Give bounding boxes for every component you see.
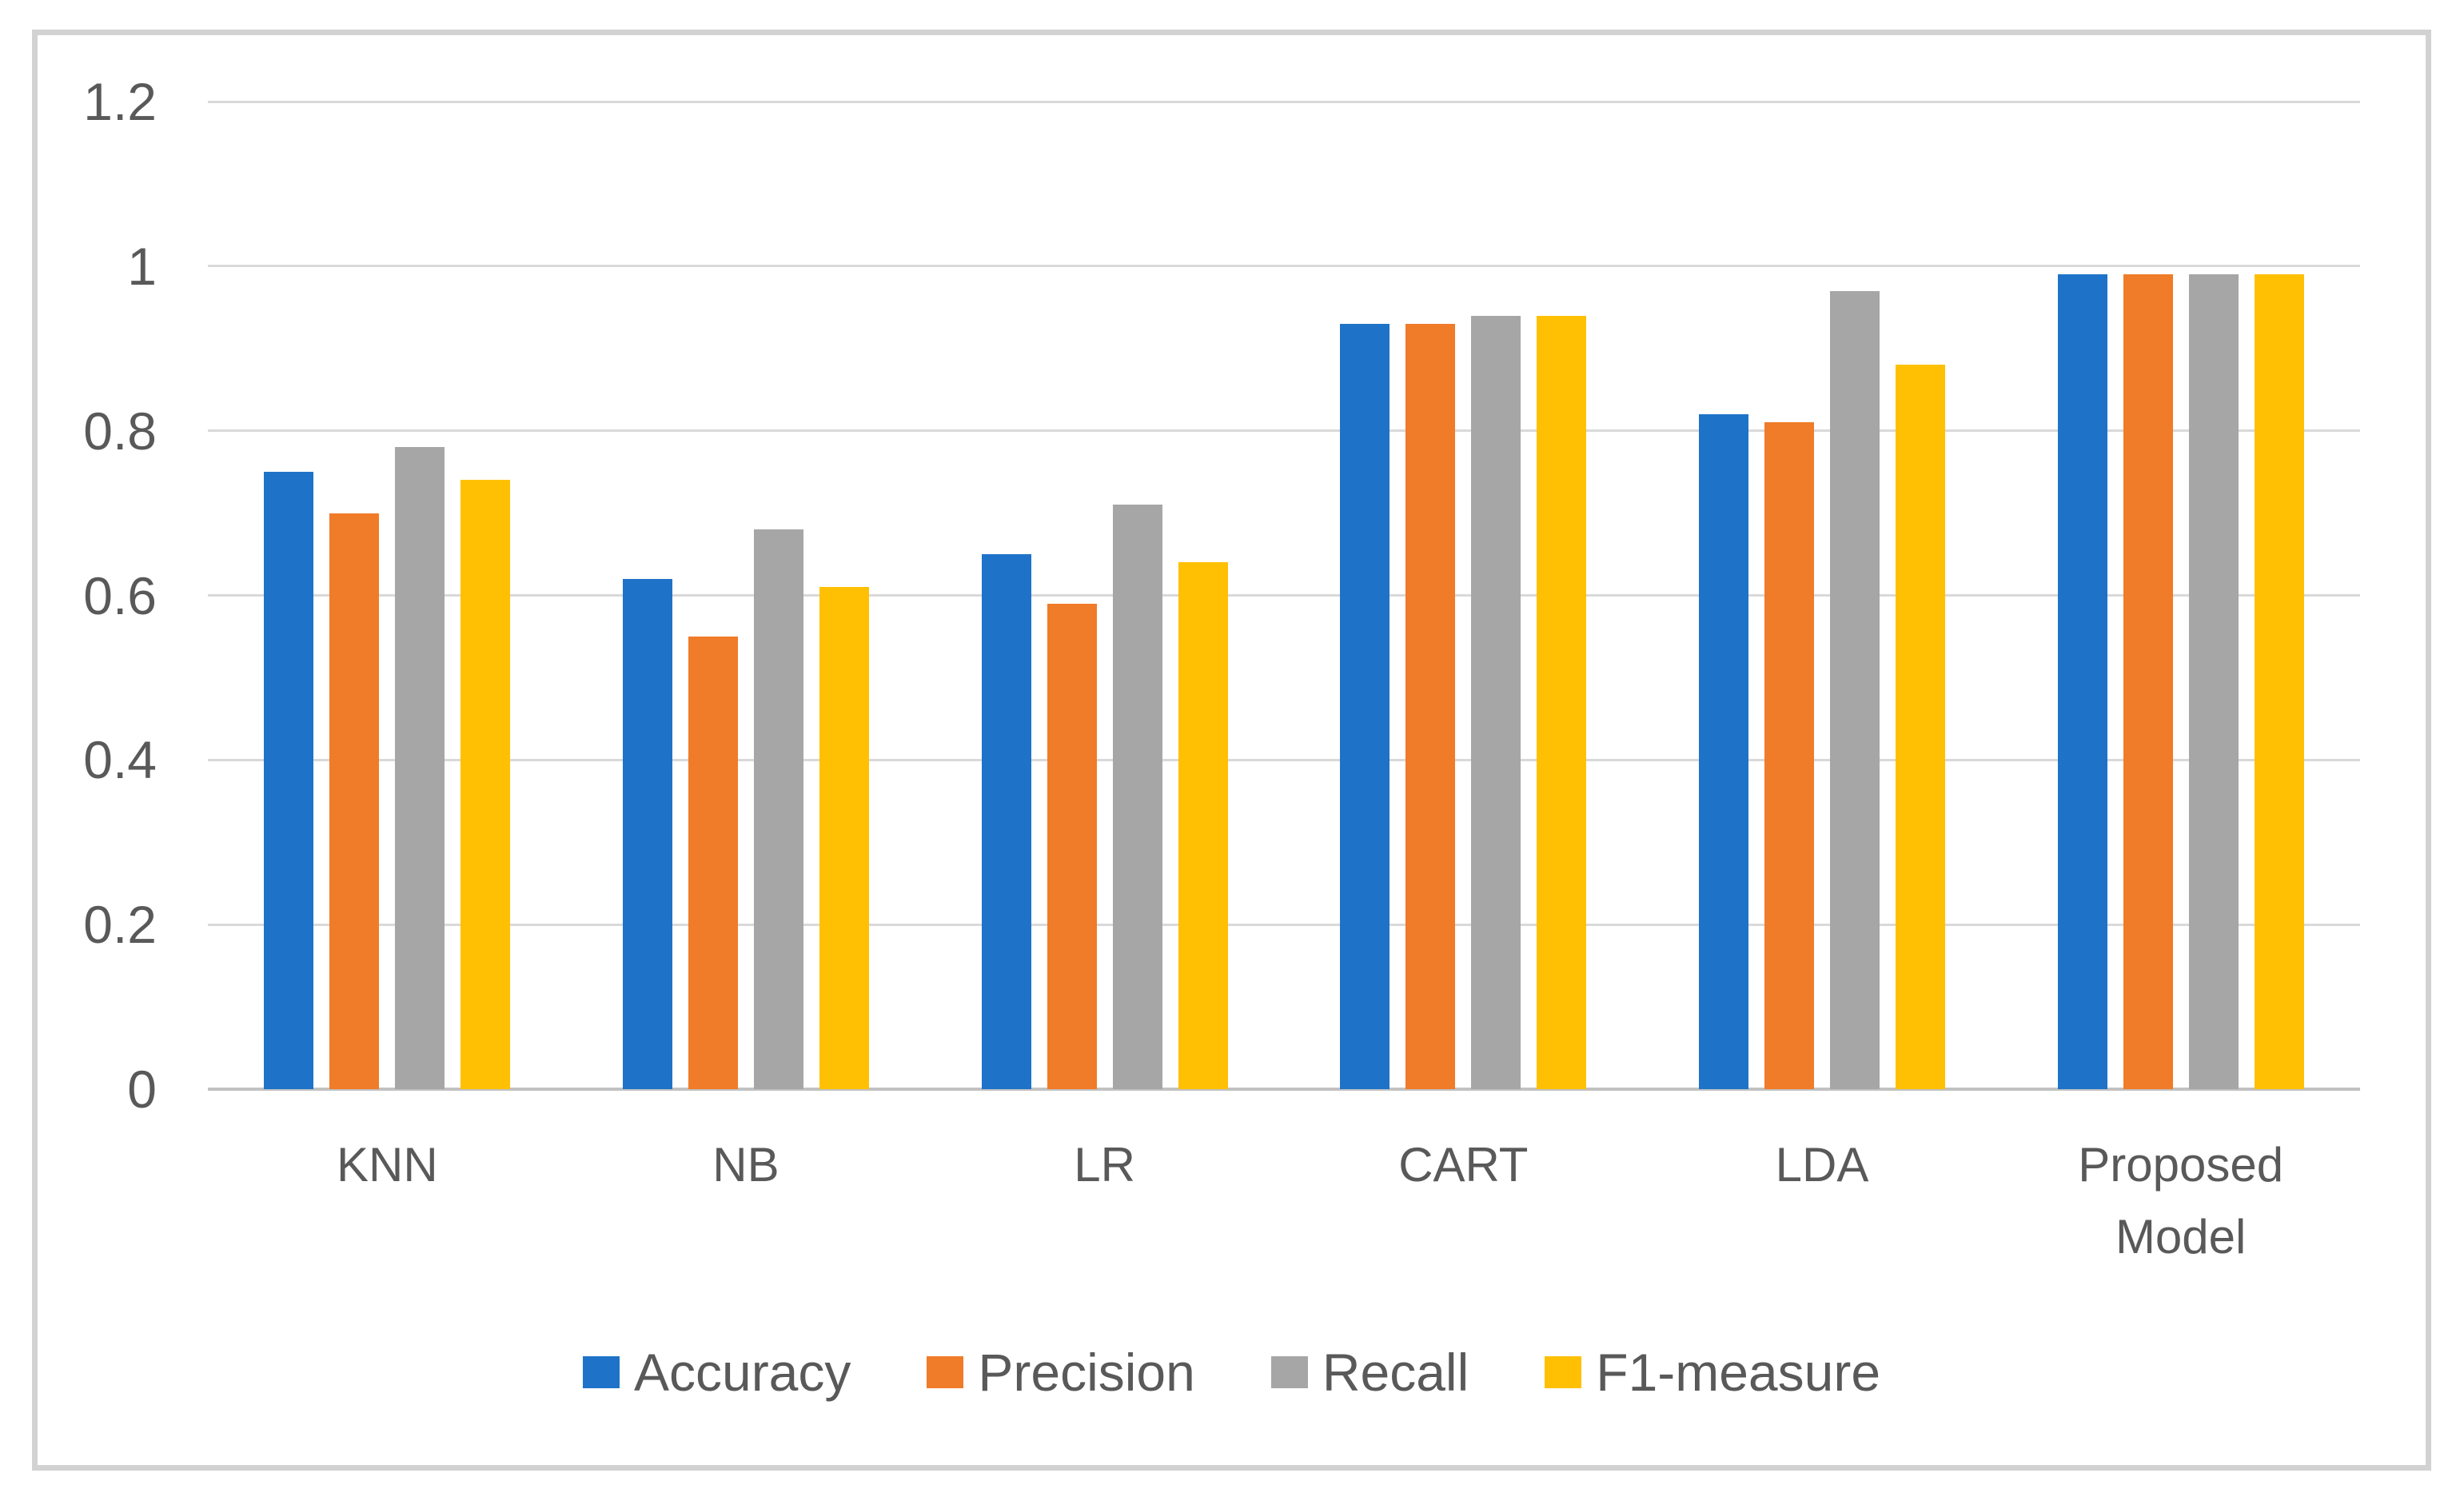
x-category-label-proposed-model: Proposed Model (2078, 1138, 2284, 1263)
bar-knn-recall (395, 447, 445, 1089)
x-category-label-lda: LDA (1775, 1138, 1869, 1192)
axis-baseline (208, 1088, 2360, 1091)
legend-item-accuracy: Accuracy (582, 1342, 851, 1403)
gridline-1 (208, 265, 2360, 268)
bar-cart-precision (1405, 323, 1456, 1089)
bar-cart-recall (1471, 315, 1521, 1089)
bar-knn-precision (329, 513, 380, 1089)
legend-swatch-accuracy (582, 1356, 620, 1388)
gridline-0.4 (208, 758, 2360, 761)
legend-swatch-precision (927, 1356, 964, 1388)
y-tick-label-0: 0 (127, 1060, 157, 1119)
legend-item-recall: Recall (1270, 1342, 1469, 1403)
legend-swatch-f1-measure (1545, 1356, 1582, 1388)
y-tick-label-0.2: 0.2 (83, 895, 157, 955)
x-category-label-cart: CART (1398, 1138, 1529, 1192)
x-category-label-nb: NB (712, 1138, 779, 1192)
bar-lr-accuracy (981, 554, 1031, 1089)
x-category-label-knn: KNN (336, 1138, 438, 1192)
gridline-1.2 (208, 100, 2360, 103)
gridline-0.6 (208, 594, 2360, 597)
y-tick-label-0.8: 0.8 (83, 401, 157, 461)
bar-lda-f1-measure (1896, 365, 1945, 1089)
bar-proposed-model-f1-measure (2254, 274, 2304, 1089)
bar-nb-accuracy (623, 578, 672, 1089)
legend-label-recall: Recall (1322, 1343, 1469, 1402)
y-tick-label-1: 1 (127, 236, 157, 296)
bar-proposed-model-recall (2188, 274, 2239, 1089)
bar-lr-recall (1112, 505, 1162, 1089)
legend-item-precision: Precision (927, 1342, 1195, 1403)
bar-cart-f1-measure (1537, 315, 1587, 1089)
gridline-0.2 (208, 923, 2360, 926)
gridline-0.8 (208, 429, 2360, 433)
x-category-label-lr: LR (1074, 1138, 1135, 1192)
bar-proposed-model-precision (2123, 274, 2173, 1089)
bar-lda-precision (1764, 422, 1814, 1089)
legend-item-f1-measure: F1-measure (1545, 1342, 1880, 1403)
bar-knn-f1-measure (461, 480, 511, 1089)
bar-lda-recall (1830, 290, 1880, 1089)
bar-lr-f1-measure (1178, 562, 1228, 1089)
bar-knn-accuracy (264, 472, 314, 1089)
legend-label-precision: Precision (978, 1343, 1195, 1402)
y-tick-label-1.2: 1.2 (83, 72, 157, 131)
y-tick-label-0.6: 0.6 (83, 565, 157, 625)
bar-cart-accuracy (1340, 323, 1390, 1089)
y-tick-label-0.4: 0.4 (83, 730, 157, 790)
bar-nb-f1-measure (819, 587, 869, 1089)
bar-proposed-model-accuracy (2057, 274, 2107, 1089)
bar-lda-accuracy (1699, 414, 1748, 1089)
legend-label-f1-measure: F1-measure (1596, 1343, 1881, 1402)
bar-nb-recall (754, 529, 803, 1089)
legend-swatch-recall (1270, 1356, 1308, 1388)
bar-nb-precision (688, 636, 738, 1089)
bar-lr-precision (1047, 603, 1097, 1089)
legend: Accuracy Precision Recall F1-measure (32, 1342, 2431, 1403)
legend-label-accuracy: Accuracy (633, 1343, 851, 1402)
